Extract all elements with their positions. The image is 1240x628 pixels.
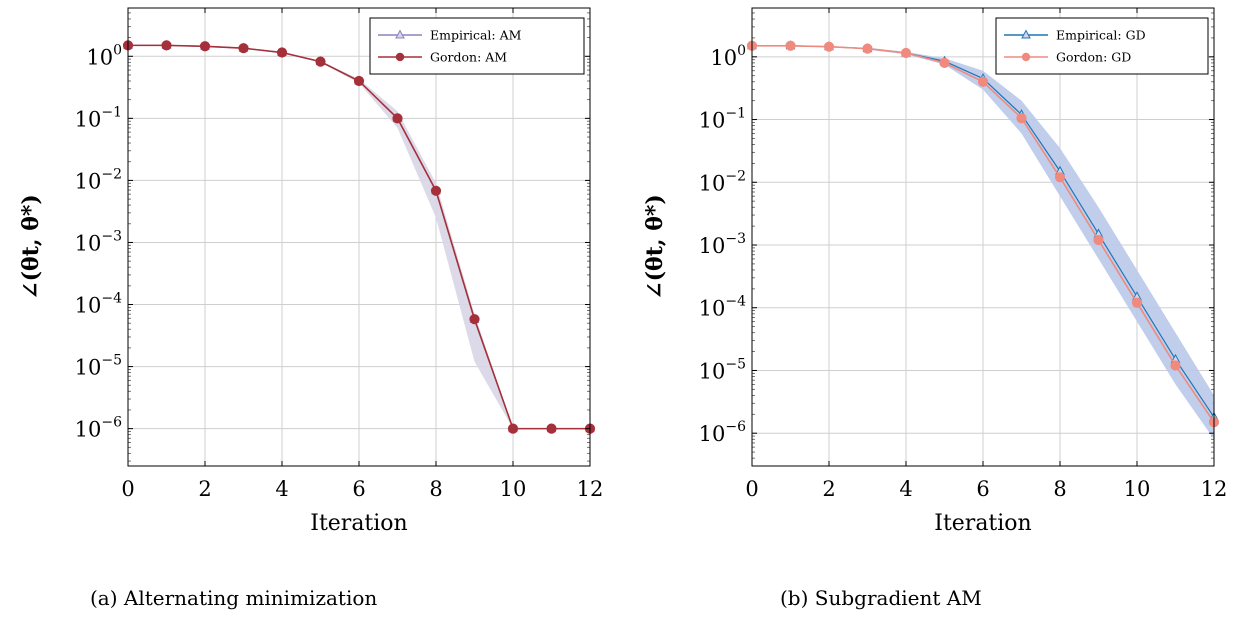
legend-marker bbox=[395, 52, 405, 62]
x-tick-label: 4 bbox=[899, 477, 912, 501]
y-tick-label: 10−1 bbox=[699, 106, 746, 133]
data-point bbox=[469, 314, 480, 325]
x-tick-label: 12 bbox=[1201, 477, 1228, 501]
legend-marker bbox=[1021, 52, 1031, 62]
y-tick-label: 10−4 bbox=[699, 294, 746, 321]
y-tick-label: 100 bbox=[86, 42, 122, 69]
legend-label: Gordon: GD bbox=[1056, 50, 1131, 65]
data-point bbox=[1054, 172, 1066, 183]
y-tick-label: 10−2 bbox=[75, 166, 122, 193]
legend: Empirical: GD Gordon: GD bbox=[995, 17, 1209, 75]
legend-label: Gordon: AM bbox=[430, 50, 507, 65]
y-tick-label: 10−1 bbox=[75, 104, 122, 131]
y-tick-label: 100 bbox=[710, 43, 746, 70]
data-point bbox=[430, 185, 442, 196]
legend-entry-2: Gordon: GD bbox=[1004, 50, 1131, 65]
caption-right: (b) Subgradient AM bbox=[780, 586, 982, 610]
data-point bbox=[238, 43, 249, 54]
series-2 bbox=[746, 40, 1220, 428]
data-point bbox=[1016, 113, 1027, 124]
legend-marker bbox=[395, 29, 405, 39]
data-point bbox=[977, 76, 989, 87]
y-tick-label: 10−6 bbox=[699, 419, 746, 446]
x-tick-label: 4 bbox=[275, 477, 288, 501]
x-tick-label: 12 bbox=[577, 477, 604, 501]
x-axis-label: Iteration bbox=[934, 511, 1031, 536]
legend-box bbox=[369, 17, 585, 75]
y-ticks: 100 10−1 10−2 10−3 10−4 10−5 10−6 bbox=[699, 43, 1214, 446]
data-point bbox=[1170, 360, 1181, 371]
legend-label: Empirical: GD bbox=[1056, 28, 1146, 43]
x-ticks: 0 2 4 6 8 10 12 bbox=[745, 8, 1227, 501]
x-tick-label: 10 bbox=[1124, 477, 1151, 501]
data-point bbox=[315, 56, 326, 67]
data-point bbox=[392, 113, 403, 124]
x-tick-label: 10 bbox=[500, 477, 527, 501]
x-tick-label: 8 bbox=[1053, 477, 1066, 501]
data-point bbox=[507, 423, 519, 434]
y-tick-label: 10−5 bbox=[699, 356, 746, 383]
y-tick-label: 10−2 bbox=[699, 168, 746, 195]
y-tick-label: 10−5 bbox=[75, 353, 122, 380]
data-point bbox=[199, 41, 211, 52]
data-point bbox=[862, 43, 873, 54]
data-point bbox=[161, 40, 172, 51]
y-tick-label: 10−3 bbox=[75, 228, 122, 255]
x-tick-label: 2 bbox=[822, 477, 835, 501]
x-tick-label: 2 bbox=[198, 477, 211, 501]
data-point bbox=[353, 75, 365, 87]
y-tick-label: 10−3 bbox=[699, 231, 746, 258]
x-ticks: 0 2 4 6 8 10 12 bbox=[121, 8, 603, 501]
x-tick-label: 8 bbox=[429, 477, 442, 501]
y-axis-label: ∠(θt, θ*) bbox=[18, 194, 44, 300]
data-point bbox=[900, 47, 912, 59]
x-tick-label: 0 bbox=[745, 477, 758, 501]
y-tick-label: 10−4 bbox=[75, 291, 122, 318]
legend: Empirical: AM Gordon: AM bbox=[369, 17, 585, 75]
y-tick-label: 10−6 bbox=[75, 415, 122, 442]
data-point bbox=[1131, 297, 1143, 308]
legend-label: Empirical: AM bbox=[430, 28, 522, 43]
data-point bbox=[939, 57, 950, 68]
caption-left: (a) Alternating minimization bbox=[90, 586, 378, 610]
data-point bbox=[785, 40, 796, 51]
y-axis-label: ∠(θt, θ*) bbox=[642, 194, 668, 300]
chart-panel-2: 0 2 4 6 8 10 12 100 10−1 10−2 10−3 10−4 10−5 10−6 Iter… bbox=[642, 7, 1227, 536]
data-point bbox=[276, 47, 288, 58]
legend-marker bbox=[1021, 29, 1031, 39]
series-2 bbox=[122, 40, 596, 434]
legend-entry-1: Empirical: GD bbox=[1004, 28, 1146, 43]
chart-panel-1: 0 2 4 6 8 10 12 100 10−1 10−2 10−3 10−4 10−5 10−6 Iter… bbox=[18, 7, 603, 536]
legend-entry-2: Gordon: AM bbox=[378, 50, 507, 65]
x-axis-label: Iteration bbox=[310, 511, 407, 536]
data-point bbox=[1093, 234, 1104, 246]
y-ticks: 100 10−1 10−2 10−3 10−4 10−5 10−6 bbox=[75, 42, 590, 442]
data-point bbox=[823, 41, 835, 52]
data-point bbox=[546, 423, 557, 434]
x-tick-label: 0 bbox=[121, 477, 134, 501]
legend-entry-1: Empirical: AM bbox=[378, 28, 522, 43]
confidence-band-1 bbox=[128, 45, 590, 429]
legend-box bbox=[995, 17, 1209, 75]
x-tick-label: 6 bbox=[352, 477, 365, 501]
x-tick-label: 6 bbox=[976, 477, 989, 501]
